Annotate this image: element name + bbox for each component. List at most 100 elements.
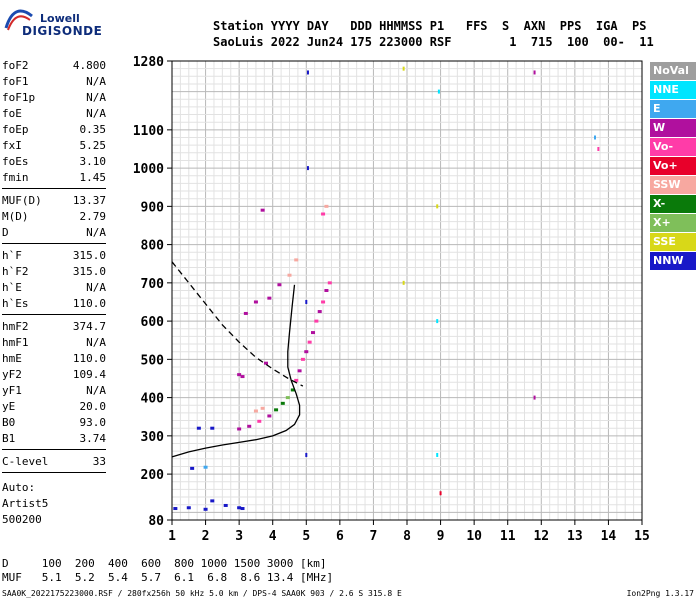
param-value: 13.37 xyxy=(72,194,106,207)
echo-point xyxy=(297,369,302,373)
param-value: 3.10 xyxy=(79,155,107,168)
params-group-muf: MUF(D) 13.37 M(D) 2.79 D N/A xyxy=(2,193,106,241)
x-tick-label: 13 xyxy=(567,529,583,544)
echo-point xyxy=(260,406,265,410)
header-columns: Station YYYY DAY DDD HHMMSS P1 FFS S AXN… xyxy=(213,19,647,33)
param-name: h`F2 xyxy=(2,265,29,278)
echo-point xyxy=(257,419,262,423)
echo-point xyxy=(190,466,195,470)
echo-point xyxy=(173,507,178,511)
param-row: C-level 33 xyxy=(2,454,106,470)
param-value: N/A xyxy=(86,75,106,88)
param-name: B0 xyxy=(2,416,16,429)
param-value: 93.0 xyxy=(79,416,107,429)
x-tick-label: 12 xyxy=(533,529,549,544)
muf-table-distance-row: D 100 200 400 600 800 1000 1500 3000 [km… xyxy=(2,557,327,570)
params-group-profile: hmF2 374.7 hmF1 N/A hmE 110.0 yF2 109.4 yF1 N/A yE… xyxy=(2,319,106,447)
echo-point xyxy=(240,375,245,379)
param-row: hmE 110.0 xyxy=(2,351,106,367)
param-row: foE N/A xyxy=(2,106,106,122)
param-row: D N/A xyxy=(2,225,106,241)
y-tick-label: 400 xyxy=(141,392,165,407)
legend-item: X- xyxy=(650,195,696,213)
param-name: fmin xyxy=(2,171,29,184)
param-row: M(D) 2.79 xyxy=(2,209,106,225)
param-value: 110.0 xyxy=(72,352,106,365)
echo-point xyxy=(210,426,215,430)
echo-point xyxy=(306,70,309,75)
y-tick-label: 1100 xyxy=(133,124,164,139)
x-tick-label: 14 xyxy=(601,529,617,544)
echo-point xyxy=(294,378,299,382)
param-name: B1 xyxy=(2,432,16,445)
y-tick-label: 800 xyxy=(141,239,165,254)
y-tick-label: 600 xyxy=(141,315,165,330)
param-row: foF1 N/A xyxy=(2,74,106,90)
echo-point xyxy=(327,281,332,285)
echo-point xyxy=(594,135,596,140)
x-tick-label: 7 xyxy=(370,529,378,544)
params-group-confidence: C-level 33 xyxy=(2,454,106,470)
y-tick-label: 300 xyxy=(141,430,165,445)
legend-item: NNE xyxy=(650,81,696,99)
x-tick-label: 2 xyxy=(202,529,210,544)
param-value: 33 xyxy=(92,455,106,468)
param-name: C-level xyxy=(2,455,49,468)
separator xyxy=(2,449,106,450)
legend-item: X+ xyxy=(650,214,696,232)
params-group-critical-frequencies: foF2 4.800 foF1 N/A foF1p N/A foE N/A foEp 0.35 fx… xyxy=(2,58,106,186)
param-name: foF1 xyxy=(2,75,29,88)
param-name: fxI xyxy=(2,139,22,152)
x-tick-label: 11 xyxy=(500,529,516,544)
echo-point xyxy=(260,208,265,212)
x-tick-label: 9 xyxy=(437,529,445,544)
legend-item: Vo+ xyxy=(650,157,696,175)
muf-table-muf-row: MUF 5.1 5.2 5.4 5.7 6.1 6.8 8.6 13.4 [MH… xyxy=(2,571,334,584)
param-row: yF2 109.4 xyxy=(2,367,106,383)
echo-point xyxy=(210,499,215,503)
muf-curve xyxy=(171,261,304,387)
y-tick-label: 80 xyxy=(148,514,164,529)
echo-point xyxy=(597,146,600,151)
auto-version: 500200 xyxy=(2,513,42,526)
echo-point xyxy=(267,414,272,418)
param-value: 5.25 xyxy=(79,139,107,152)
echo-point xyxy=(203,465,208,469)
echo-point xyxy=(304,350,309,354)
param-row: foF1p N/A xyxy=(2,90,106,106)
echo-point xyxy=(285,396,290,400)
param-row: MUF(D) 13.37 xyxy=(2,193,106,209)
profile-curve xyxy=(171,284,301,458)
footer-version: Ion2Png 1.3.17 xyxy=(626,589,694,598)
echo-point xyxy=(277,283,282,287)
separator xyxy=(2,314,106,315)
echo-point xyxy=(307,340,312,344)
echo-point xyxy=(436,319,439,324)
param-value: 315.0 xyxy=(72,249,106,262)
echo-points xyxy=(173,66,600,511)
param-name: h`E xyxy=(2,281,22,294)
echo-point xyxy=(247,424,252,428)
param-value: N/A xyxy=(86,336,106,349)
param-name: MUF(D) xyxy=(2,194,42,207)
echo-point xyxy=(321,212,326,216)
echo-point xyxy=(311,331,315,335)
x-tick-label: 10 xyxy=(466,529,482,544)
echo-point xyxy=(290,388,295,392)
param-value: 1.45 xyxy=(79,171,107,184)
x-tick-label: 15 xyxy=(634,529,650,544)
echo-point xyxy=(436,204,439,209)
param-value: 374.7 xyxy=(72,320,106,333)
logo-digisonde-text: DIGISONDE xyxy=(22,24,103,38)
param-name: h`Es xyxy=(2,297,29,310)
param-row: B0 93.0 xyxy=(2,415,106,431)
param-row: fmin 1.45 xyxy=(2,170,106,186)
echo-point xyxy=(533,70,536,75)
param-value: N/A xyxy=(86,384,106,397)
x-tick-label: 4 xyxy=(269,529,277,544)
echo-point xyxy=(253,300,258,304)
legend-item: SSE xyxy=(650,233,696,251)
echo-point xyxy=(274,408,279,412)
param-row: h`F 315.0 xyxy=(2,248,106,264)
